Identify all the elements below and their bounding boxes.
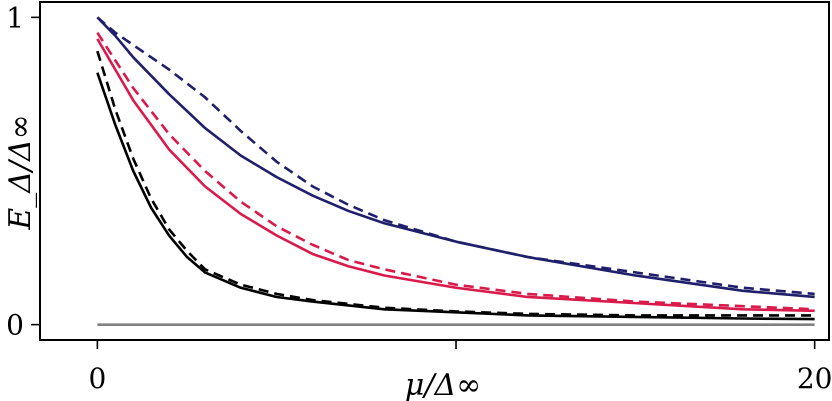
series-line-4 xyxy=(96,32,815,311)
plot-frame xyxy=(39,1,830,341)
x-tick-label-1: 0 xyxy=(88,362,106,395)
x-axis-label: μ/Δ∞ xyxy=(405,368,481,401)
y-axis-label: E_Δ/Δ∞ xyxy=(3,114,38,230)
y-tick-label-1: 0 xyxy=(6,309,24,342)
series-layer xyxy=(96,16,815,326)
x-tick-label-3: 20 xyxy=(797,362,832,395)
series-line-2 xyxy=(96,16,815,296)
series-line-3 xyxy=(96,38,815,313)
ticks-layer: 0 20 0 1 xyxy=(6,1,832,395)
y-tick-label-2: 1 xyxy=(6,1,24,34)
series-line-6 xyxy=(96,50,815,317)
series-line-1 xyxy=(96,16,815,299)
series-line-5 xyxy=(96,72,815,321)
